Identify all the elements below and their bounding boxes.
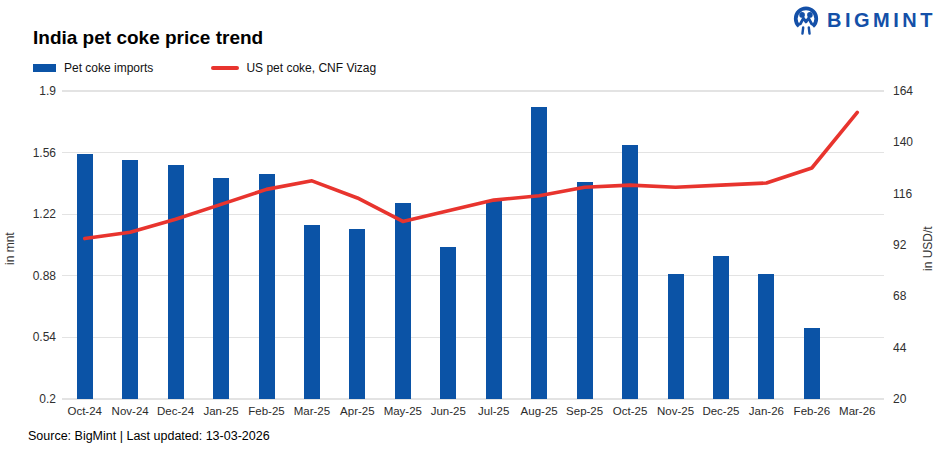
source-note: Source: BigMint | Last updated: 13-03-20… xyxy=(28,429,270,443)
y-left-tick-label: 1.9 xyxy=(22,83,56,99)
x-tick-label: Apr-25 xyxy=(331,403,383,419)
bar-Aug-25 xyxy=(531,107,547,399)
bar-Jun-25 xyxy=(440,247,456,399)
y-right-tick-label: 44 xyxy=(893,340,927,356)
x-tick-label: Sep-25 xyxy=(559,403,611,419)
bar-Apr-25 xyxy=(349,229,365,399)
x-tick-label: Feb-25 xyxy=(241,403,293,419)
y-left-tick-label: 0.2 xyxy=(22,391,56,407)
bar-Dec-24 xyxy=(168,165,184,399)
y-right-tick-label: 164 xyxy=(893,83,927,99)
bar-Feb-26 xyxy=(804,328,820,399)
x-tick-label: Jan-26 xyxy=(740,403,792,419)
y-axis-right-unit-label: in USD/t xyxy=(921,203,935,295)
bar-Jan-25 xyxy=(213,178,229,399)
y-left-tick-label: 1.56 xyxy=(22,145,56,161)
y-right-tick-label: 20 xyxy=(893,391,927,407)
x-tick-label: Oct-24 xyxy=(59,403,111,419)
bar-Jul-25 xyxy=(486,200,502,399)
x-tick-label: Nov-25 xyxy=(650,403,702,419)
bar-Nov-24 xyxy=(122,160,138,399)
x-tick-label: Oct-25 xyxy=(604,403,656,419)
x-tick-label: Dec-24 xyxy=(150,403,202,419)
x-tick-label: Mar-25 xyxy=(286,403,338,419)
bar-Feb-25 xyxy=(259,174,275,399)
bar-Nov-25 xyxy=(668,274,684,399)
bar-Sep-25 xyxy=(577,182,593,399)
y-left-tick-label: 0.54 xyxy=(22,329,56,345)
x-tick-label: May-25 xyxy=(377,403,429,419)
x-tick-label: Jun-25 xyxy=(422,403,474,419)
x-tick-label: Nov-24 xyxy=(104,403,156,419)
y-right-tick-label: 116 xyxy=(893,186,927,202)
y-left-tick-label: 0.88 xyxy=(22,268,56,284)
bar-Mar-25 xyxy=(304,225,320,399)
bar-May-25 xyxy=(395,203,411,399)
bar-Jan-26 xyxy=(758,274,774,399)
y-axis-left-unit-label: in mnt xyxy=(3,203,17,295)
x-tick-label: Jan-25 xyxy=(195,403,247,419)
bar-Dec-25 xyxy=(713,256,729,399)
y-right-tick-label: 140 xyxy=(893,134,927,150)
x-tick-label: Dec-25 xyxy=(695,403,747,419)
x-tick-label: Jul-25 xyxy=(468,403,520,419)
bar-Oct-24 xyxy=(77,154,93,399)
x-tick-label: Aug-25 xyxy=(513,403,565,419)
plot-area xyxy=(0,0,945,453)
y-left-tick-label: 1.22 xyxy=(22,206,56,222)
price-line xyxy=(85,112,858,238)
x-tick-label: Feb-26 xyxy=(786,403,838,419)
x-tick-label: Mar-26 xyxy=(831,403,883,419)
chart-page: BIGMINT India pet coke price trend Pet c… xyxy=(0,0,945,453)
